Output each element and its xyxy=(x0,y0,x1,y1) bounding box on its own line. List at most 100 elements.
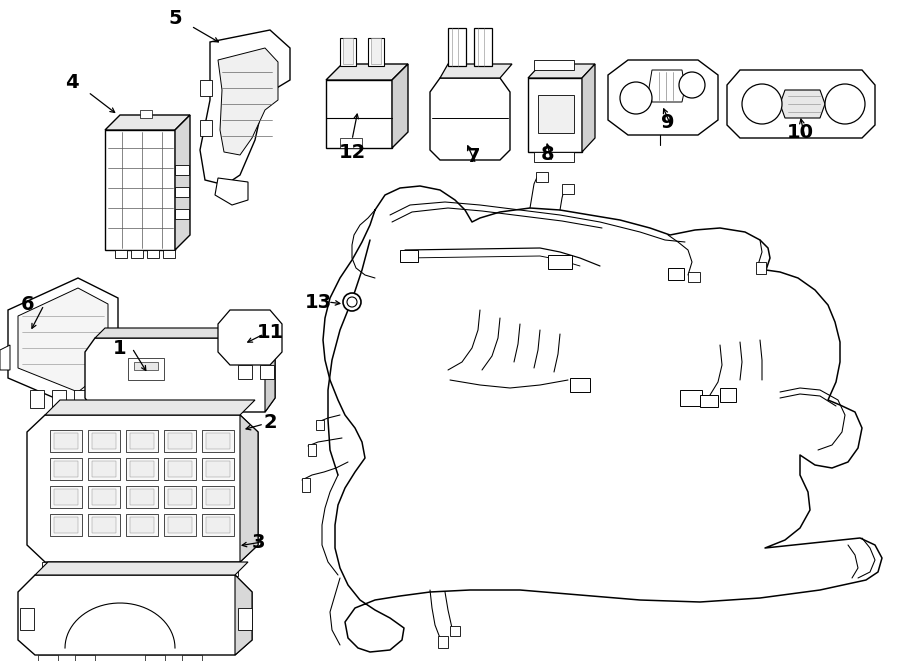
Bar xyxy=(316,420,324,430)
Text: 4: 4 xyxy=(65,73,79,91)
Polygon shape xyxy=(18,288,108,392)
Bar xyxy=(212,562,238,576)
Bar xyxy=(130,489,154,505)
Bar xyxy=(130,461,154,477)
Text: 13: 13 xyxy=(304,293,331,311)
Bar xyxy=(164,486,196,508)
Polygon shape xyxy=(430,78,510,160)
Bar xyxy=(175,209,189,219)
Polygon shape xyxy=(215,178,248,205)
Bar xyxy=(164,514,196,536)
Bar xyxy=(206,517,230,533)
Text: 8: 8 xyxy=(541,145,554,163)
Text: 3: 3 xyxy=(251,533,265,551)
Polygon shape xyxy=(780,90,825,118)
Bar xyxy=(450,626,460,636)
Polygon shape xyxy=(0,345,10,370)
Bar xyxy=(126,486,158,508)
Bar xyxy=(52,390,66,408)
Bar xyxy=(130,433,154,449)
Polygon shape xyxy=(528,64,595,78)
Circle shape xyxy=(742,84,782,124)
Bar xyxy=(178,562,204,576)
Bar xyxy=(126,430,158,452)
Polygon shape xyxy=(392,64,408,148)
Bar xyxy=(340,138,362,148)
Bar xyxy=(202,486,234,508)
Text: 12: 12 xyxy=(338,143,365,161)
Bar xyxy=(88,458,120,480)
Bar xyxy=(206,489,230,505)
Circle shape xyxy=(825,84,865,124)
Polygon shape xyxy=(105,115,190,130)
Circle shape xyxy=(679,72,705,98)
Bar xyxy=(168,517,192,533)
Bar xyxy=(538,95,574,133)
Text: 6: 6 xyxy=(22,295,35,315)
Bar xyxy=(76,562,102,576)
Polygon shape xyxy=(235,575,252,655)
Bar xyxy=(343,38,353,64)
Bar xyxy=(680,390,702,406)
Polygon shape xyxy=(200,30,290,185)
Bar xyxy=(92,517,116,533)
Polygon shape xyxy=(45,400,255,415)
Bar xyxy=(175,187,189,197)
Bar xyxy=(20,608,34,630)
Bar xyxy=(92,489,116,505)
Bar xyxy=(534,60,574,70)
Polygon shape xyxy=(218,310,282,365)
Bar xyxy=(145,655,165,661)
Bar xyxy=(206,433,230,449)
Polygon shape xyxy=(218,48,278,155)
Bar xyxy=(38,655,58,661)
Bar xyxy=(448,28,466,66)
Text: 9: 9 xyxy=(662,112,675,132)
Polygon shape xyxy=(326,64,408,80)
Bar xyxy=(50,514,82,536)
Bar xyxy=(163,250,175,258)
Bar xyxy=(570,378,590,392)
Bar xyxy=(308,444,316,456)
Bar xyxy=(400,250,418,262)
Bar xyxy=(144,562,170,576)
Bar xyxy=(128,358,164,380)
Bar xyxy=(200,80,212,96)
Bar xyxy=(168,433,192,449)
Bar xyxy=(536,172,548,182)
Text: 10: 10 xyxy=(787,122,814,141)
Bar xyxy=(126,514,158,536)
Bar xyxy=(131,250,143,258)
Polygon shape xyxy=(649,70,685,102)
Bar xyxy=(200,120,212,136)
Bar xyxy=(75,655,95,661)
Bar xyxy=(54,517,78,533)
Polygon shape xyxy=(240,415,258,562)
Polygon shape xyxy=(105,130,175,250)
Bar xyxy=(30,390,44,408)
Polygon shape xyxy=(18,575,252,655)
Bar xyxy=(54,433,78,449)
Polygon shape xyxy=(326,80,392,148)
Bar xyxy=(238,365,252,379)
Polygon shape xyxy=(608,60,718,135)
Bar xyxy=(688,272,700,282)
Bar xyxy=(260,365,274,379)
Bar xyxy=(168,489,192,505)
Bar xyxy=(54,461,78,477)
Bar xyxy=(534,152,574,162)
Bar xyxy=(130,517,154,533)
Text: 1: 1 xyxy=(113,338,127,358)
Bar xyxy=(110,562,136,576)
Bar xyxy=(74,390,88,408)
Bar xyxy=(700,395,718,407)
Bar xyxy=(202,458,234,480)
Bar xyxy=(371,38,381,64)
Bar xyxy=(164,458,196,480)
Text: 11: 11 xyxy=(256,323,284,342)
Polygon shape xyxy=(8,278,118,408)
Polygon shape xyxy=(528,78,582,152)
Bar xyxy=(202,430,234,452)
Bar xyxy=(368,38,384,66)
Polygon shape xyxy=(265,328,275,412)
